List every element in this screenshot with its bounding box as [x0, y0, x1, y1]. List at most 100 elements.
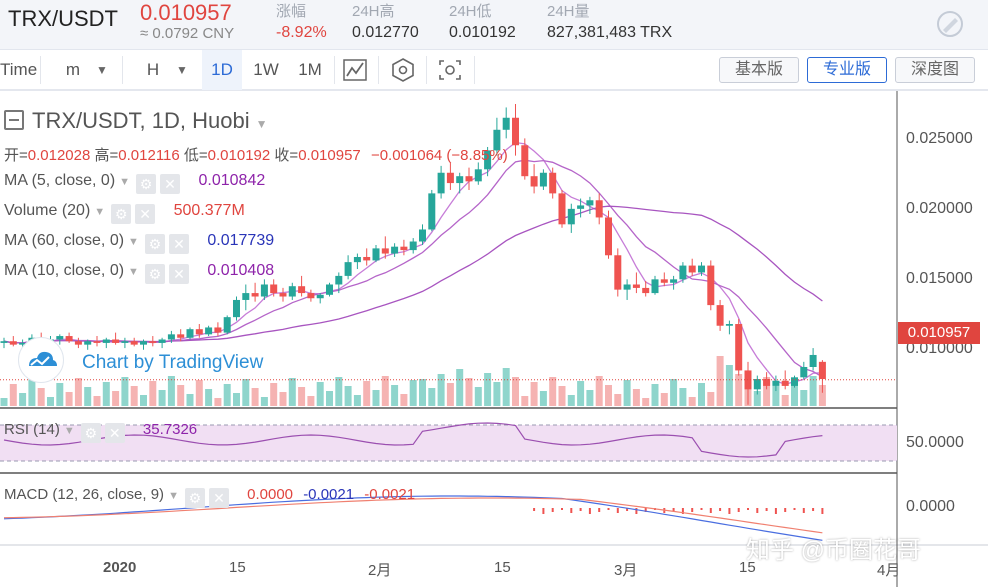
close-icon[interactable]: ✕	[135, 204, 156, 224]
volume-bar	[335, 377, 343, 406]
gear-icon[interactable]: ⚙	[184, 488, 205, 508]
time-tick: 15	[229, 559, 246, 576]
close-icon[interactable]: ✕	[160, 174, 181, 194]
close-label: 收=	[274, 147, 299, 164]
time-tick: 15	[494, 559, 511, 576]
tradingview-logo-icon	[18, 337, 64, 383]
candle-body	[465, 176, 473, 182]
price-chart[interactable]	[0, 90, 988, 587]
time-tick: 15	[739, 559, 756, 576]
stat-volume-label: 24H量	[547, 3, 590, 20]
chevron-down-icon[interactable]: ▼	[176, 63, 188, 77]
candle-body	[102, 339, 110, 343]
indicator-volume[interactable]: Volume (20) ▼ ⚙ ✕ 500.377M	[4, 202, 245, 224]
high-value: 0.012116	[118, 147, 180, 164]
chevron-down-icon[interactable]: ▼	[94, 206, 106, 218]
gear-icon[interactable]: ⚙	[136, 174, 157, 194]
paint-icon[interactable]	[934, 8, 966, 40]
volume-bar	[56, 383, 64, 406]
chevron-down-icon[interactable]: ▼	[96, 63, 108, 77]
close-icon[interactable]: ✕	[208, 488, 229, 508]
gear-icon[interactable]: ⚙	[144, 234, 165, 254]
time-tick: 4月	[877, 562, 901, 579]
candle-body	[539, 172, 547, 187]
indicator-name: MA (10, close, 0)	[4, 262, 125, 279]
chart-area[interactable]: TRX/USDT, 1D, Huobi ▼ 开=0.012028 高=0.0121…	[0, 90, 988, 587]
indicator-ma60[interactable]: MA (60, close, 0) ▼ ⚙ ✕ 0.017739	[4, 232, 274, 254]
volume-bar	[474, 387, 482, 406]
view-depth-button[interactable]: 深度图	[895, 57, 975, 83]
candle-body	[679, 265, 687, 280]
rsi-band	[0, 425, 897, 461]
interval-1w[interactable]: 1W	[253, 60, 279, 79]
chevron-down-icon[interactable]: ▼	[128, 236, 139, 248]
view-basic-button[interactable]: 基本版	[719, 57, 799, 83]
candle-body	[521, 145, 529, 177]
close-icon[interactable]: ✕	[104, 423, 125, 443]
indicator-macd[interactable]: MACD (12, 26, close, 9) ▼ ⚙ ✕ 0.0000 -0.002…	[4, 486, 415, 508]
volume-bar	[791, 381, 798, 406]
volume-bar	[84, 387, 92, 406]
volume-bar	[363, 381, 371, 406]
candle-body	[205, 327, 213, 335]
screenshot-icon[interactable]	[437, 58, 463, 82]
indicator-rsi[interactable]: RSI (14) ▼ ⚙ ✕ 35.7326	[4, 421, 197, 443]
candle-body	[260, 284, 268, 297]
low-value: 0.010192	[207, 147, 271, 164]
indicator-ma10[interactable]: MA (10, close, 0) ▼ ⚙ ✕ 0.010408	[4, 262, 274, 284]
close-icon[interactable]: ✕	[168, 234, 189, 254]
change-value: −0.001064 (−8.85%)	[370, 147, 508, 164]
gear-icon[interactable]: ⚙	[111, 204, 132, 224]
collapse-legend-icon[interactable]	[4, 110, 24, 130]
candle-body	[130, 341, 138, 345]
candle-body	[353, 256, 361, 263]
volume-bar	[623, 380, 631, 406]
candle-body	[632, 284, 640, 288]
chevron-down-icon[interactable]: ▼	[168, 490, 179, 502]
stat-change: 涨幅 -8.92%	[276, 0, 327, 42]
candle-body	[84, 341, 92, 345]
indicator-name: MA (60, close, 0)	[4, 232, 125, 249]
indicator-name: MA (5, close, 0)	[4, 172, 116, 189]
time-tick: 2020	[103, 559, 137, 576]
candle-body	[558, 193, 566, 225]
candle-body	[716, 305, 724, 326]
chevron-down-icon[interactable]: ▼	[119, 176, 131, 188]
volume-bar	[679, 388, 687, 406]
volume-bar	[818, 385, 826, 406]
interval-1d[interactable]: 1D	[202, 50, 242, 90]
stat-high-value: 0.012770	[352, 24, 419, 41]
chevron-down-icon[interactable]: ▼	[128, 266, 139, 278]
volume-bar	[419, 379, 426, 406]
chevron-down-icon[interactable]: ▼	[255, 117, 268, 131]
candle-body	[651, 279, 659, 294]
candle-body	[140, 341, 147, 345]
indicator-value: 0.010408	[207, 262, 275, 279]
macd-signal-line	[3, 497, 823, 534]
volume-bar	[195, 380, 203, 406]
candle-body	[186, 329, 194, 338]
close-value: 0.010957	[298, 147, 361, 164]
interval-minutes[interactable]: m	[65, 60, 81, 79]
volume-bar	[112, 391, 120, 406]
close-icon[interactable]: ✕	[168, 264, 189, 284]
settings-hex-icon[interactable]	[390, 58, 416, 82]
volume-bar	[409, 380, 417, 406]
gear-icon[interactable]: ⚙	[144, 264, 165, 284]
interval-hours[interactable]: H	[146, 60, 160, 79]
candle-body	[642, 287, 650, 294]
chart-type-icon[interactable]	[342, 58, 368, 82]
volume-bar	[484, 373, 492, 406]
interval-time[interactable]: Time	[0, 60, 38, 79]
candle-body	[74, 341, 82, 345]
indicator-ma5[interactable]: MA (5, close, 0) ▼ ⚙ ✕ 0.010842	[4, 172, 265, 194]
volume-bar	[763, 377, 771, 406]
interval-1m[interactable]: 1M	[298, 60, 322, 79]
candle-body	[251, 293, 259, 297]
volume-bar	[326, 391, 333, 406]
toolbar-divider	[334, 56, 335, 84]
view-pro-button[interactable]: 专业版	[807, 57, 887, 83]
gear-icon[interactable]: ⚙	[80, 423, 101, 443]
chevron-down-icon[interactable]: ▼	[63, 425, 75, 437]
ohlc-row: 开=0.012028 高=0.012116 低=0.010192 收=0.010…	[4, 144, 508, 165]
